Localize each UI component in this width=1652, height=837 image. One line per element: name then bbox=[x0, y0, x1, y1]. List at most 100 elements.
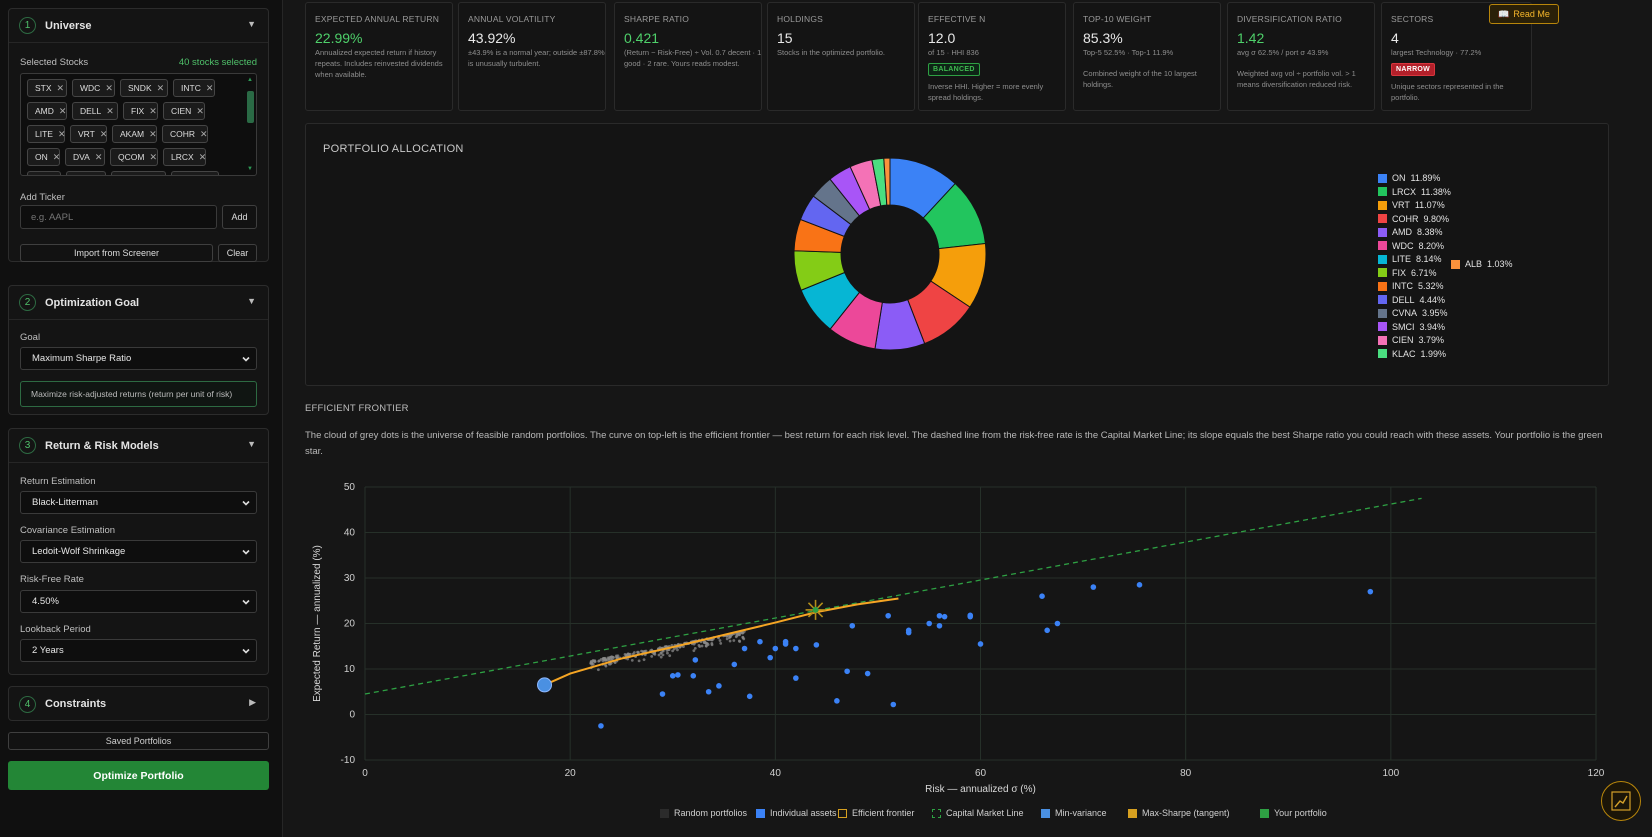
covariance-select[interactable]: Ledoit-Wolf Shrinkage bbox=[20, 540, 257, 563]
asset-point[interactable] bbox=[757, 638, 763, 645]
remove-chip-icon[interactable]: ✕ bbox=[57, 175, 65, 176]
chip-label: LRCX bbox=[171, 152, 194, 162]
asset-point[interactable] bbox=[936, 612, 943, 619]
remove-chip-icon[interactable]: ✕ bbox=[149, 151, 157, 162]
models-header[interactable]: 3 Return & Risk Models ▼ bbox=[9, 429, 268, 463]
remove-chip-icon[interactable]: ✕ bbox=[149, 128, 157, 139]
asset-point[interactable] bbox=[1044, 627, 1050, 634]
scroll-thumb[interactable] bbox=[247, 91, 254, 123]
ticker-input[interactable] bbox=[20, 205, 217, 229]
legend-swatch bbox=[1378, 241, 1387, 250]
asset-point[interactable] bbox=[716, 683, 722, 689]
remove-chip-icon[interactable]: ✕ bbox=[100, 175, 108, 176]
asset-point[interactable] bbox=[793, 675, 799, 681]
asset-point[interactable] bbox=[772, 645, 779, 652]
remove-chip-icon[interactable]: ✕ bbox=[153, 175, 161, 176]
lookback-select[interactable]: 2 Years bbox=[20, 639, 257, 662]
chart-icon-button[interactable] bbox=[1601, 781, 1641, 821]
asset-point[interactable] bbox=[690, 673, 697, 679]
asset-point[interactable] bbox=[936, 622, 943, 629]
remove-chip-icon[interactable]: ✕ bbox=[206, 175, 214, 176]
legend-ticker: LRCX bbox=[1392, 186, 1417, 197]
asset-point[interactable] bbox=[741, 645, 748, 652]
chevron-right-icon[interactable]: ▶ bbox=[249, 697, 256, 707]
remove-chip-icon[interactable]: ✕ bbox=[198, 151, 207, 162]
asset-point[interactable] bbox=[598, 723, 604, 729]
remove-chip-icon[interactable]: ✕ bbox=[205, 82, 214, 93]
chip-label: TXN bbox=[35, 175, 52, 176]
legend-swatch bbox=[1378, 227, 1387, 237]
scrollbar[interactable]: ▲ ▼ bbox=[246, 77, 254, 172]
remove-chip-icon[interactable]: ✕ bbox=[106, 105, 114, 116]
asset-point[interactable] bbox=[746, 693, 753, 700]
asset-point[interactable] bbox=[659, 691, 666, 697]
chevron-down-icon[interactable]: ▼ bbox=[247, 19, 256, 29]
remove-chip-icon[interactable]: ✕ bbox=[196, 105, 204, 116]
asset-point[interactable] bbox=[813, 642, 820, 648]
asset-point[interactable] bbox=[941, 613, 948, 620]
asset-point[interactable] bbox=[849, 622, 856, 629]
constraints-header[interactable]: 4 Constraints ▶ bbox=[9, 687, 268, 721]
asset-point[interactable] bbox=[731, 661, 738, 668]
your-portfolio-star[interactable] bbox=[805, 599, 826, 620]
asset-point[interactable] bbox=[1054, 620, 1061, 627]
chevron-down-icon[interactable]: ▼ bbox=[247, 439, 256, 449]
goal-header[interactable]: 2 Optimization Goal ▼ bbox=[9, 286, 268, 320]
remove-chip-icon[interactable]: ✕ bbox=[99, 128, 108, 139]
asset-point[interactable] bbox=[669, 673, 676, 679]
universe-header[interactable]: 1 Universe ▼ bbox=[9, 9, 268, 43]
min-variance-point[interactable] bbox=[537, 677, 553, 693]
step-number: 3 bbox=[19, 437, 36, 454]
stat-card: TOP-10 WEIGHT 85.3% Top-5 52.5% · Top-1 11… bbox=[1073, 2, 1221, 111]
asset-point[interactable] bbox=[926, 620, 933, 627]
asset-point[interactable] bbox=[793, 645, 799, 652]
asset-point[interactable] bbox=[885, 612, 891, 619]
clear-button[interactable]: Clear bbox=[218, 244, 257, 262]
remove-chip-icon[interactable]: ✕ bbox=[94, 151, 103, 162]
read-me-button[interactable]: 📖 Read Me bbox=[1489, 4, 1559, 24]
asset-point[interactable] bbox=[1136, 582, 1143, 588]
ticker-chip: GWR ✕ bbox=[66, 171, 108, 176]
legend-pct: 4.44% bbox=[1419, 294, 1446, 305]
saved-portfolios-button[interactable]: Saved Portfolios bbox=[8, 732, 269, 750]
legend-item: ON 11.89% bbox=[1378, 173, 1440, 183]
add-button[interactable]: Add bbox=[222, 205, 257, 229]
asset-point[interactable] bbox=[782, 638, 789, 645]
asset-point[interactable] bbox=[705, 688, 712, 695]
asset-point[interactable] bbox=[905, 627, 912, 634]
asset-point[interactable] bbox=[1039, 593, 1045, 599]
chip-label: COHR bbox=[170, 129, 196, 139]
asset-point[interactable] bbox=[977, 641, 984, 647]
remove-chip-icon[interactable]: ✕ bbox=[156, 82, 165, 93]
remove-chip-icon[interactable]: ✕ bbox=[56, 82, 65, 93]
asset-point[interactable] bbox=[1367, 588, 1374, 595]
pie-slice-alb[interactable] bbox=[883, 157, 891, 206]
asset-point[interactable] bbox=[844, 668, 850, 675]
remove-chip-icon[interactable]: ✕ bbox=[58, 105, 67, 116]
legend-ticker: SMCI bbox=[1392, 321, 1415, 332]
chevron-down-icon[interactable]: ▼ bbox=[247, 296, 256, 306]
import-screener-button[interactable]: Import from Screener bbox=[20, 244, 213, 262]
return-estimation-select[interactable]: Black-Litterman bbox=[20, 491, 257, 514]
remove-chip-icon[interactable]: ✕ bbox=[200, 128, 208, 139]
chip-box[interactable]: STX ✕ WDC ✕ SNDK ✕ INTC ✕ AMD ✕ DELL ✕ FIX ✕ CIEN ✕ LITE… bbox=[20, 73, 257, 176]
asset-point[interactable] bbox=[767, 654, 774, 661]
constraints-panel[interactable]: 4 Constraints ▶ bbox=[8, 686, 269, 721]
optimize-button[interactable]: Optimize Portfolio bbox=[8, 761, 269, 790]
asset-point[interactable] bbox=[1090, 584, 1097, 590]
risk-free-select[interactable]: 4.50% bbox=[20, 590, 257, 613]
scroll-up-icon[interactable]: ▲ bbox=[247, 77, 253, 83]
scroll-down-icon[interactable]: ▼ bbox=[247, 166, 253, 172]
asset-point[interactable] bbox=[864, 670, 871, 677]
legend-ticker: INTC bbox=[1392, 281, 1413, 291]
asset-point[interactable] bbox=[675, 672, 681, 678]
remove-chip-icon[interactable]: ✕ bbox=[105, 82, 113, 93]
remove-chip-icon[interactable]: ✕ bbox=[52, 151, 61, 162]
goal-select[interactable]: Maximum Sharpe Ratio bbox=[20, 347, 257, 370]
asset-point[interactable] bbox=[967, 612, 974, 619]
remove-chip-icon[interactable]: ✕ bbox=[149, 105, 157, 116]
asset-point[interactable] bbox=[834, 698, 840, 704]
asset-point[interactable] bbox=[692, 657, 699, 663]
asset-point[interactable] bbox=[890, 701, 897, 708]
remove-chip-icon[interactable]: ✕ bbox=[57, 128, 66, 139]
